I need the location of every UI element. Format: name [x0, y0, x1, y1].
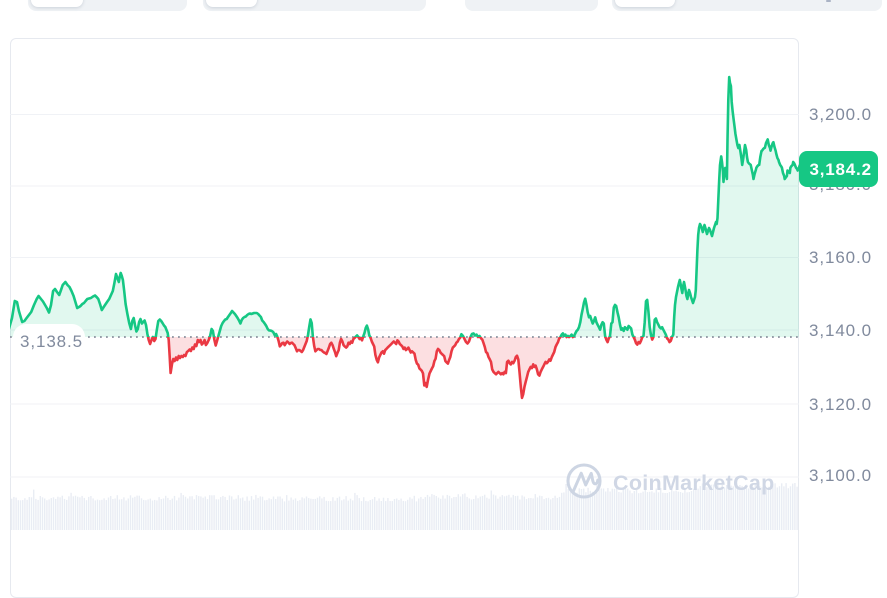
svg-text:CoinMarketCap: CoinMarketCap — [613, 471, 775, 495]
